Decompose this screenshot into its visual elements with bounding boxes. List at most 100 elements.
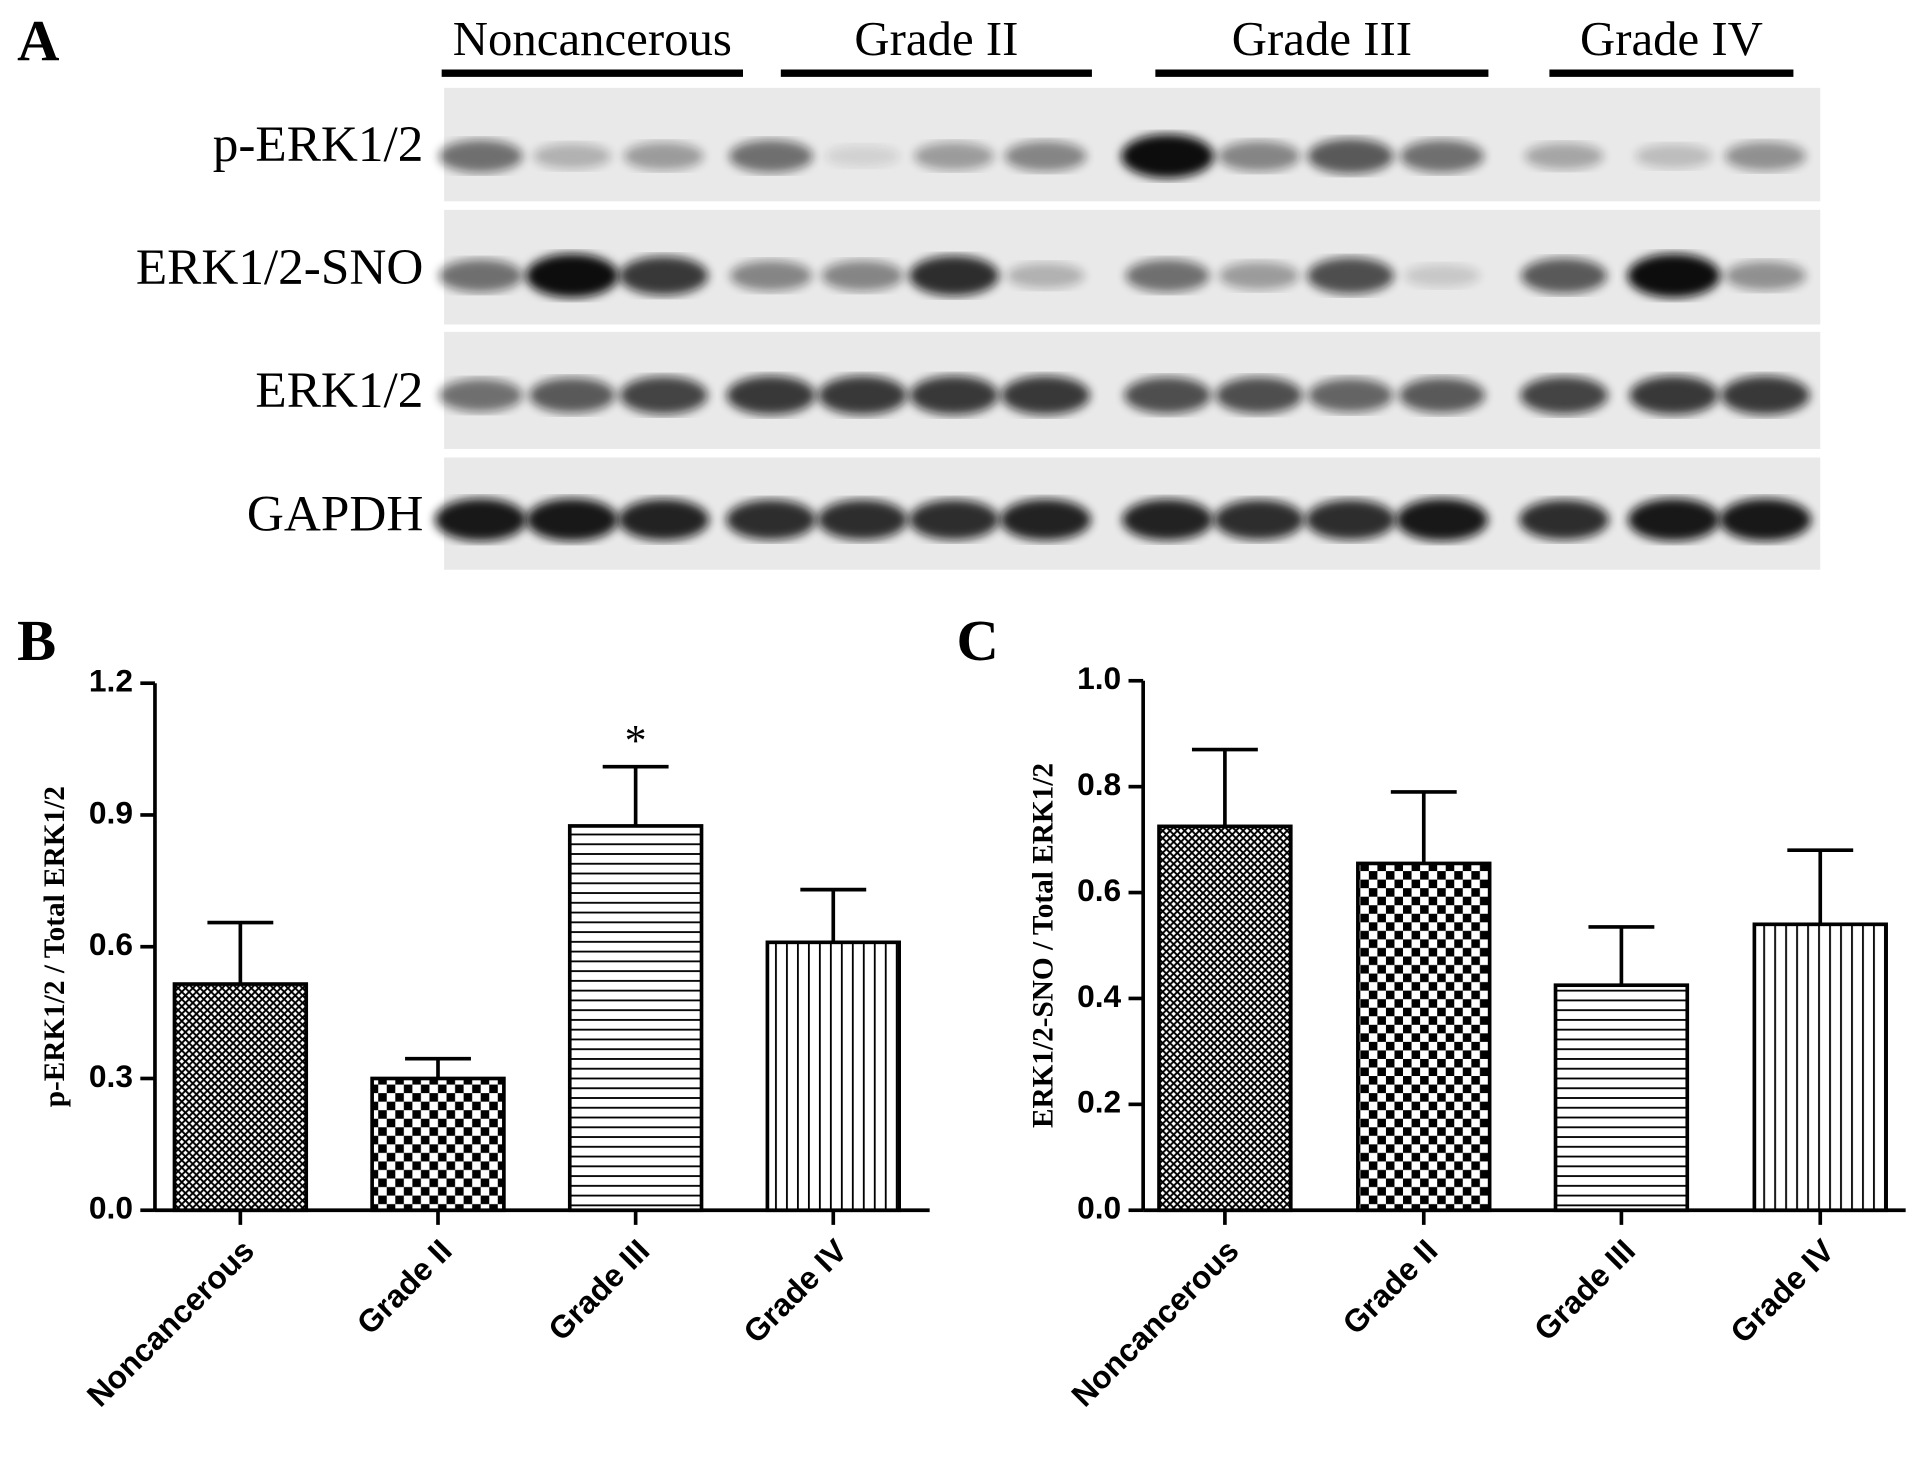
- band: [726, 499, 816, 540]
- band: [817, 499, 908, 540]
- band: [909, 499, 999, 540]
- band: [1000, 498, 1091, 541]
- band: [1724, 261, 1806, 291]
- band: [914, 142, 995, 171]
- panel-label: A: [17, 8, 59, 73]
- x-tick-label: Grade IV: [736, 1232, 854, 1350]
- band: [1396, 498, 1488, 542]
- row-label: ERK1/2-SNO: [136, 239, 423, 296]
- y-tick-label: 0.4: [1077, 978, 1121, 1014]
- band: [1307, 138, 1394, 174]
- band: [1215, 376, 1303, 414]
- band: [533, 143, 612, 169]
- significance-mark: *: [625, 716, 647, 765]
- band: [1720, 375, 1810, 415]
- bar: [1752, 922, 1888, 1213]
- band: [1121, 134, 1214, 179]
- band: [726, 375, 816, 415]
- band: [1519, 499, 1609, 540]
- band: [730, 260, 813, 291]
- band: [1719, 498, 1812, 542]
- band: [1403, 264, 1481, 288]
- y-axis-label: ERK1/2-SNO / Total ERK1/2: [1027, 763, 1059, 1128]
- band: [1627, 253, 1721, 298]
- y-tick-label: 0.6: [89, 926, 133, 962]
- x-tick-label: Grade III: [1527, 1232, 1642, 1347]
- band: [1399, 377, 1486, 413]
- y-tick-label: 0.3: [89, 1058, 133, 1094]
- band: [1124, 376, 1211, 414]
- band: [1724, 141, 1806, 171]
- bar: [172, 982, 309, 1213]
- x-tick-label: Noncancerous: [80, 1232, 261, 1413]
- band: [619, 376, 708, 415]
- band: [619, 256, 709, 296]
- band: [525, 253, 619, 298]
- band: [1125, 259, 1210, 293]
- x-tick-label: Grade II: [1335, 1232, 1444, 1341]
- group-label: Grade III: [1232, 12, 1412, 66]
- bar: [1553, 983, 1690, 1213]
- bar-chart: C ERK1/2-SNO / Total ERK1/2 0.0 0.2 0.4 0.6 0.…: [957, 608, 1906, 1414]
- group-label: Grade II: [854, 12, 1018, 66]
- band: [1524, 142, 1604, 170]
- band: [1006, 262, 1085, 289]
- row-label: ERK1/2: [255, 362, 423, 419]
- y-tick-label: 0.0: [1077, 1190, 1121, 1226]
- band: [1307, 257, 1394, 295]
- band: [529, 377, 616, 413]
- panel-label: B: [17, 608, 56, 673]
- band: [818, 375, 907, 415]
- band: [1400, 139, 1485, 173]
- band: [438, 259, 523, 293]
- y-tick-label: 0.2: [1077, 1084, 1121, 1120]
- x-tick-label: Noncancerous: [1064, 1232, 1245, 1413]
- band: [1305, 499, 1396, 540]
- band: [821, 260, 904, 291]
- x-tick-label: Grade II: [350, 1232, 459, 1341]
- band: [623, 142, 704, 171]
- x-tick-label: Grade III: [541, 1232, 656, 1347]
- group-label: Grade IV: [1580, 12, 1763, 66]
- y-tick-label: 1.0: [1077, 660, 1121, 696]
- y-tick-label: 0.9: [89, 794, 133, 830]
- y-tick-label: 0.8: [1077, 766, 1121, 802]
- band: [1629, 375, 1719, 415]
- band: [909, 255, 999, 296]
- y-axis-label: p-ERK1/2 / Total ERK1/2: [39, 786, 71, 1107]
- bar: [1356, 861, 1492, 1213]
- y-tick-label: 0.6: [1077, 872, 1121, 908]
- band: [526, 498, 619, 542]
- band: [1520, 376, 1608, 415]
- band: [438, 139, 523, 173]
- band: [438, 378, 523, 412]
- band: [1308, 378, 1394, 413]
- band: [824, 145, 901, 168]
- bar: [567, 824, 704, 1213]
- row-label: GAPDH: [247, 485, 423, 542]
- band: [1627, 498, 1720, 542]
- charts: Bp-ERK1/2 / Total ERK1/2 0.0 0.3 0.6 0.9 1.2 N…: [17, 608, 1906, 1414]
- band: [1122, 498, 1213, 541]
- group-label: Noncancerous: [453, 12, 732, 66]
- band: [909, 375, 999, 415]
- y-tick-label: 0.0: [89, 1190, 133, 1226]
- bar: [1157, 824, 1293, 1213]
- band: [729, 139, 814, 173]
- x-tick-label: Grade IV: [1723, 1232, 1841, 1350]
- y-tick-label: 1.2: [89, 663, 133, 699]
- band: [1004, 140, 1087, 172]
- bar-chart: Bp-ERK1/2 / Total ERK1/2 0.0 0.3 0.6 0.9 1.2 N…: [17, 608, 930, 1414]
- row-label: p-ERK1/2: [213, 116, 424, 173]
- band: [1218, 140, 1301, 172]
- band: [1521, 258, 1608, 294]
- band: [1001, 375, 1090, 415]
- western-blot: Noncancerous Grade II Grade III Grade IV p-E…: [136, 12, 1821, 570]
- bar: [370, 1076, 506, 1213]
- band: [1635, 143, 1713, 169]
- bar: [765, 940, 901, 1213]
- band: [434, 498, 527, 542]
- band: [618, 498, 710, 541]
- panel-label: C: [957, 608, 999, 673]
